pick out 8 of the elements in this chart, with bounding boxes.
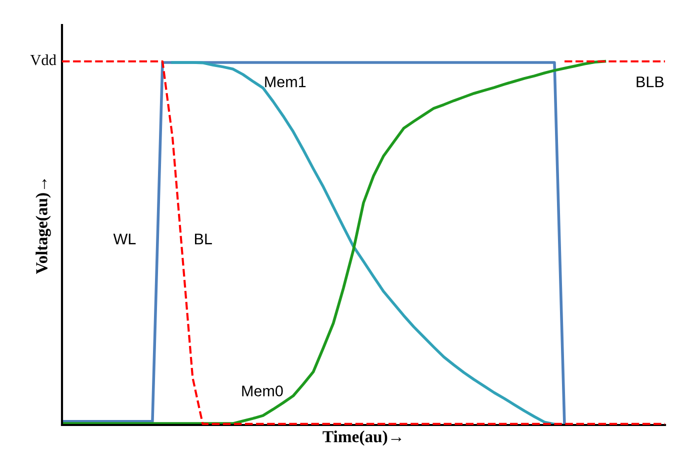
series-label: BLB: [636, 76, 664, 88]
series-label: BL: [195, 234, 212, 244]
series-label: WL: [113, 234, 136, 244]
text: Vdd: [30, 54, 56, 66]
series-label: Mem0: [242, 386, 283, 396]
x-axis-title: Time(au)→: [322, 430, 402, 446]
series-label: Mem1: [265, 76, 306, 88]
y-axis-title: Voltage(au)→: [36, 179, 51, 274]
